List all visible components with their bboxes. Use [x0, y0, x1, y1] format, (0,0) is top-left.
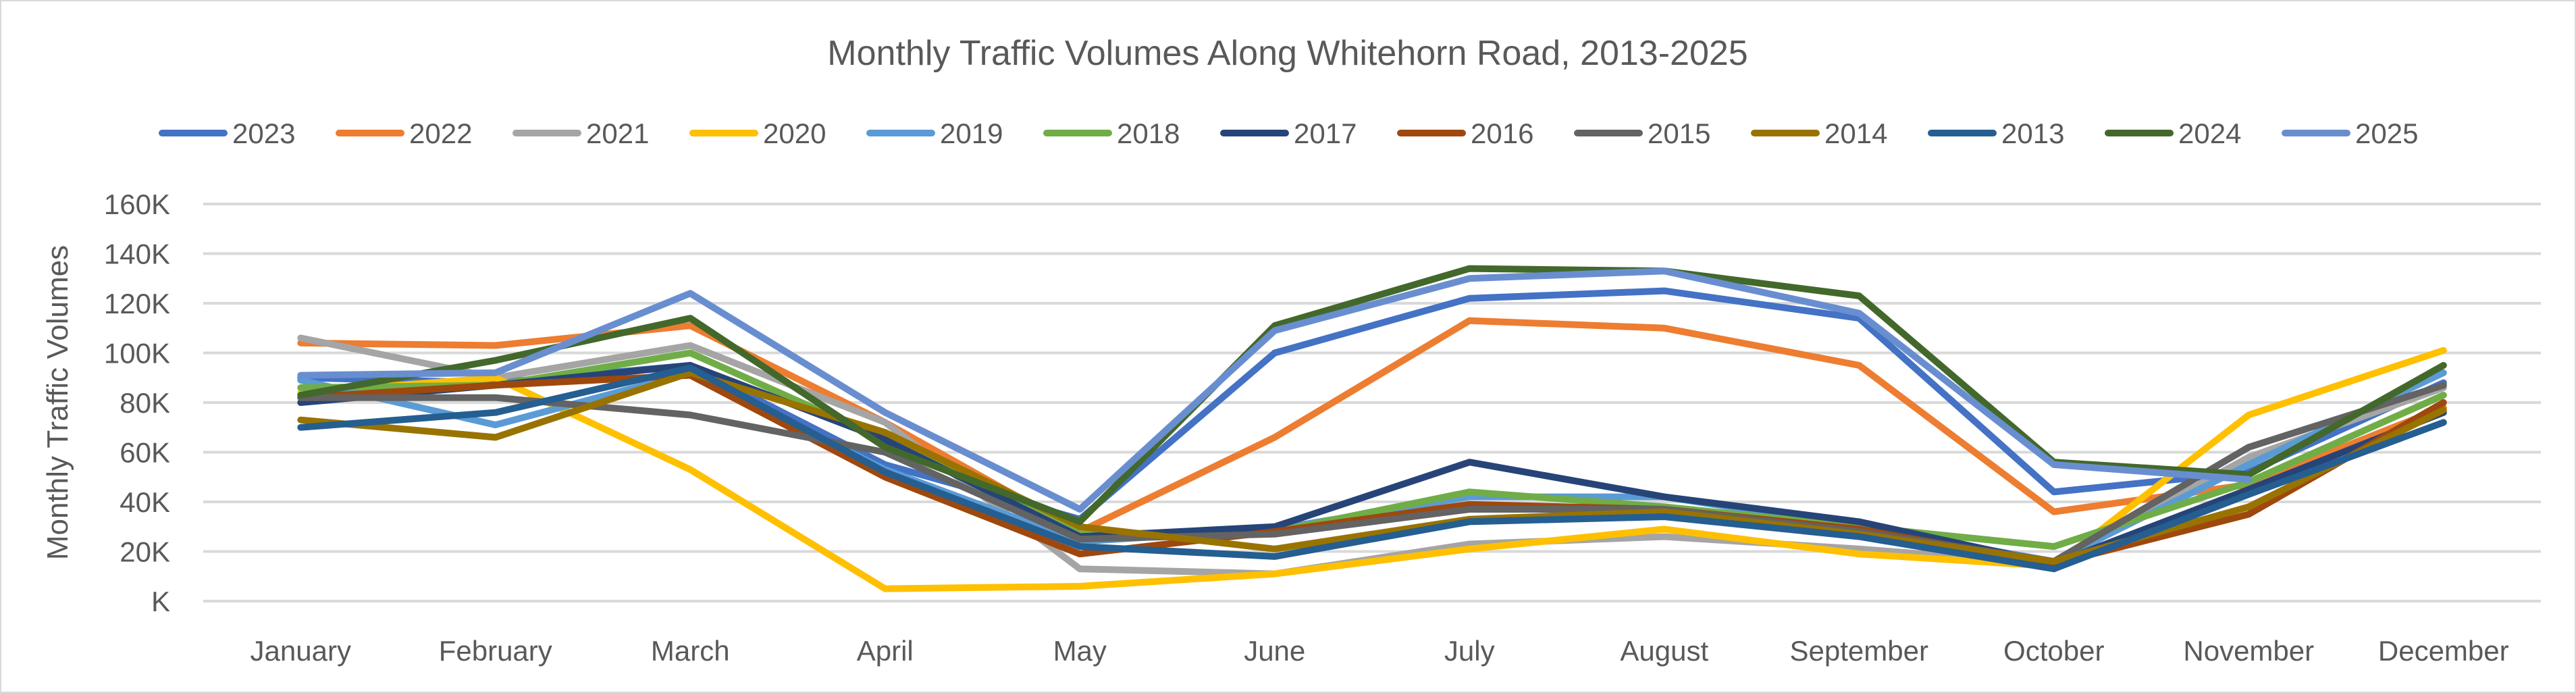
x-tick-label: March	[651, 635, 730, 667]
series-lines	[297, 265, 2447, 592]
y-tick-label: 100K	[104, 338, 170, 369]
x-tick-label: June	[1244, 635, 1305, 667]
x-tick-label: April	[857, 635, 914, 667]
x-tick-label: September	[1790, 635, 1928, 667]
y-axis-title: Monthly Traffic Volumes	[41, 245, 74, 560]
legend-label: 2014	[1824, 118, 1887, 149]
legend-label: 2016	[1471, 118, 1533, 149]
y-tick-label: 20K	[120, 536, 170, 568]
legend-label: 2018	[1117, 118, 1180, 149]
legend-label: 2023	[232, 118, 295, 149]
x-tick-label: December	[2378, 635, 2509, 667]
series-line-2025	[297, 267, 2253, 513]
legend-label: 2020	[763, 118, 826, 149]
series-line-2013	[297, 364, 2447, 573]
legend-label: 2022	[409, 118, 472, 149]
legend-label: 2025	[2355, 118, 2418, 149]
y-tick-label: 140K	[104, 238, 170, 270]
legend-label: 2019	[940, 118, 1003, 149]
x-tick-label: November	[2183, 635, 2314, 667]
x-tick-label: February	[439, 635, 552, 667]
y-tick-label: 120K	[104, 288, 170, 319]
x-tick-label: January	[251, 635, 351, 667]
series-line-2018	[297, 349, 2447, 550]
legend-label: 2024	[2178, 118, 2241, 149]
legend-label: 2021	[586, 118, 649, 149]
y-tick-label: 40K	[120, 486, 170, 518]
y-tick-label: 80K	[120, 387, 170, 419]
y-tick-label: K	[151, 586, 170, 617]
y-tick-label: 60K	[120, 437, 170, 469]
y-tick-label: 160K	[104, 188, 170, 220]
x-tick-label: August	[1620, 635, 1708, 667]
series-line-2022	[297, 317, 2447, 536]
series-line-2015	[297, 382, 2447, 565]
chart-title: Monthly Traffic Volumes Along Whitehorn …	[827, 34, 1747, 73]
x-tick-label: May	[1053, 635, 1107, 667]
x-tick-label: October	[2003, 635, 2104, 667]
gridlines	[203, 203, 2541, 602]
legend-label: 2015	[1648, 118, 1710, 149]
series-line-2014	[297, 369, 2447, 565]
x-tick-label: July	[1444, 635, 1495, 667]
legend: 2023 2022 2021 2020 2019 2018 2017 2016 2015 2014…	[159, 118, 2418, 149]
legend-label: 2017	[1294, 118, 1357, 149]
legend-label: 2013	[2001, 118, 2064, 149]
y-axis-ticks: K 20K 40K 60K 80K 100K 120K 140K 160K	[104, 188, 170, 617]
x-axis-ticks: January February March April May June July Augu…	[251, 635, 2509, 667]
